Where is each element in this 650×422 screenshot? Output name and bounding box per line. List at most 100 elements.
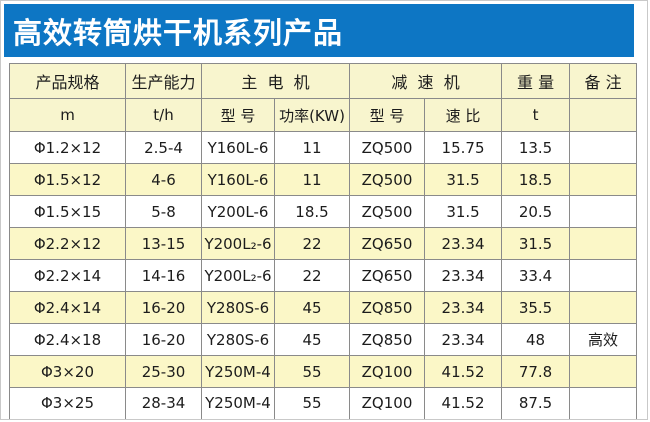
table-cell: 31.5: [424, 163, 503, 196]
table-cell: Φ1.2×12: [9, 131, 126, 164]
table-cell: 4-6: [125, 163, 202, 196]
table-cell: 41.52: [424, 387, 503, 419]
table-cell: 14-16: [125, 259, 202, 292]
table-cell: Y280S-6: [201, 291, 275, 324]
table-cell: ZQ650: [349, 227, 426, 260]
table-row: Φ2.2×14 14-16 Y200L₂-6 22 ZQ650 23.34 33.4: [9, 259, 638, 292]
table-row: Φ2.4×14 16-20 Y280S-6 45 ZQ850 23.34 35.5: [9, 291, 638, 324]
table-cell: 20.5: [501, 195, 571, 228]
table-cell: 55: [273, 355, 351, 388]
table-cell: 高效: [569, 323, 638, 356]
table-cell: 33.4: [501, 259, 571, 292]
table-row: Φ3×25 28-34 Y250M-4 55 ZQ100 41.52 87.5: [9, 387, 638, 419]
table-cell: Φ2.2×12: [9, 227, 126, 260]
table-cell: ZQ500: [349, 195, 426, 228]
table-cell: 23.34: [424, 323, 503, 356]
col-header-main-motor: 主 电 机: [200, 63, 351, 99]
table-cell: [569, 131, 638, 164]
table-cell: 25-30: [125, 355, 202, 388]
product-spec-table: 产品规格 生产能力 主 电 机 减 速 机 重 量 备 注 m t/h 型 号 …: [9, 63, 638, 419]
table-cell: 35.5: [501, 291, 571, 324]
table-cell: Φ3×20: [9, 355, 126, 388]
table-row: Φ3×20 25-30 Y250M-4 55 ZQ100 41.52 77.8: [9, 355, 638, 388]
table-cell: Φ3×25: [9, 387, 126, 419]
sub-header-unit-m: m: [9, 98, 126, 132]
sub-header-speed-ratio: 速 比: [424, 98, 503, 132]
table-cell: ZQ500: [349, 131, 426, 164]
table-cell: 22: [273, 259, 351, 292]
sub-header-unit-th: t/h: [125, 98, 202, 132]
table-cell: Y200L₂-6: [201, 259, 275, 292]
table-cell: 45: [273, 291, 351, 324]
sub-header-motor-power: 功率(KW): [273, 98, 351, 132]
table-cell: 31.5: [424, 195, 503, 228]
table-row: Φ1.2×12 2.5-4 Y160L-6 11 ZQ500 15.75 13.5: [9, 131, 638, 164]
table-cell: 22: [273, 227, 351, 260]
table-cell: Y200L-6: [201, 195, 275, 228]
table-cell: 2.5-4: [125, 131, 202, 164]
table-cell: ZQ650: [349, 259, 426, 292]
table-cell: 13.5: [501, 131, 571, 164]
table-cell: [569, 387, 638, 419]
table-cell: 5-8: [125, 195, 202, 228]
table-cell: 18.5: [501, 163, 571, 196]
col-header-weight: 重 量: [501, 63, 571, 99]
table-row: Φ2.4×18 16-20 Y280S-6 45 ZQ850 23.34 48 高效: [9, 323, 638, 356]
table-cell: Φ2.4×18: [9, 323, 126, 356]
table-cell: [569, 355, 638, 388]
table-cell: 18.5: [273, 195, 351, 228]
table-cell: 23.34: [424, 227, 503, 260]
title-bar: 高效转筒烘干机系列产品: [4, 4, 634, 57]
table-cell: Y160L-6: [201, 163, 275, 196]
col-header-remark: 备 注: [569, 63, 638, 99]
table-cell: 11: [273, 163, 351, 196]
table-row: Φ1.5×12 4-6 Y160L-6 11 ZQ500 31.5 18.5: [9, 163, 638, 196]
table-cell: Φ2.4×14: [9, 291, 126, 324]
table-header: 产品规格 生产能力 主 电 机 减 速 机 重 量 备 注 m t/h 型 号 …: [9, 63, 638, 132]
table-cell: Y280S-6: [201, 323, 275, 356]
col-header-reducer: 减 速 机: [349, 63, 503, 99]
table-cell: 87.5: [501, 387, 571, 419]
table-cell: [569, 163, 638, 196]
table-cell: 16-20: [125, 291, 202, 324]
table-cell: 23.34: [424, 291, 503, 324]
table-body: Φ1.2×12 2.5-4 Y160L-6 11 ZQ500 15.75 13.5 Φ1.5×…: [9, 131, 638, 419]
sub-header-remark-empty: [569, 98, 638, 132]
table-cell: Φ2.2×14: [9, 259, 126, 292]
sub-header-row: m t/h 型 号 功率(KW) 型 号 速 比 t: [9, 98, 638, 132]
table-cell: 31.5: [501, 227, 571, 260]
sub-header-motor-model: 型 号: [201, 98, 275, 132]
table-cell: 45: [273, 323, 351, 356]
table-cell: 16-20: [125, 323, 202, 356]
table-cell: 28-34: [125, 387, 202, 419]
col-header-product-spec: 产品规格: [9, 63, 126, 99]
col-header-capacity: 生产能力: [125, 63, 202, 99]
table-cell: [569, 227, 638, 260]
table-cell: 77.8: [501, 355, 571, 388]
table-cell: 23.34: [424, 259, 503, 292]
table-cell: Φ1.5×15: [9, 195, 126, 228]
table-cell: Y160L-6: [201, 131, 275, 164]
table-cell: ZQ850: [349, 323, 426, 356]
table-cell: [569, 291, 638, 324]
table-row: Φ1.5×15 5-8 Y200L-6 18.5 ZQ500 31.5 20.5: [9, 195, 638, 228]
sub-header-unit-t: t: [501, 98, 571, 132]
table-cell: ZQ100: [349, 387, 426, 419]
table-cell: ZQ500: [349, 163, 426, 196]
table-cell: Y250M-4: [201, 387, 275, 419]
group-header-row: 产品规格 生产能力 主 电 机 减 速 机 重 量 备 注: [9, 63, 638, 99]
table-cell: ZQ100: [349, 355, 426, 388]
page-title: 高效转筒烘干机系列产品: [13, 15, 344, 50]
table-cell: 11: [273, 131, 351, 164]
table-cell: 55: [273, 387, 351, 419]
table-cell: Y200L₂-6: [201, 227, 275, 260]
table-cell: [569, 259, 638, 292]
table-cell: ZQ850: [349, 291, 426, 324]
table-cell: Y250M-4: [201, 355, 275, 388]
table-cell: 13-15: [125, 227, 202, 260]
table-cell: [569, 195, 638, 228]
sub-header-reducer-model: 型 号: [349, 98, 426, 132]
table-cell: 41.52: [424, 355, 503, 388]
table-row: Φ2.2×12 13-15 Y200L₂-6 22 ZQ650 23.34 31.5: [9, 227, 638, 260]
